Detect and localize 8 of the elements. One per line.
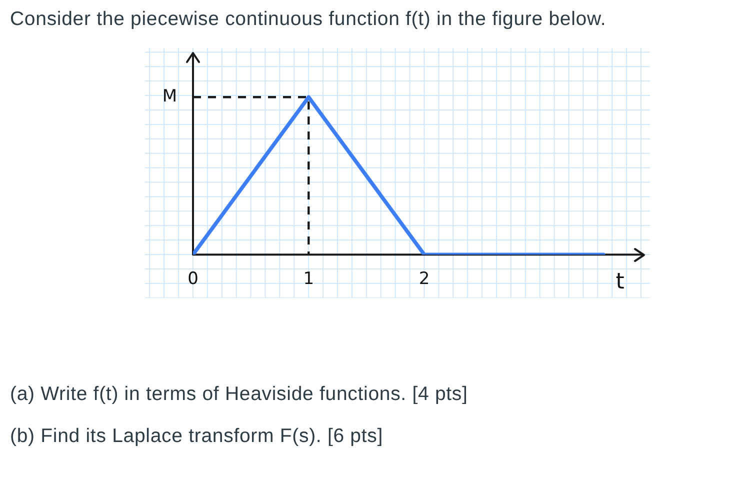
annotation: M xyxy=(162,86,177,107)
chart-title: Consider the piecewise continuous function f(t) in the figure below. xyxy=(10,8,606,31)
x-tick-label: 1 xyxy=(303,269,314,290)
text: (a) Write f(t) in terms of Heaviside functions. [4 pts] xyxy=(10,383,468,407)
x-tick-label: 2 xyxy=(418,269,430,290)
text: (b) Find its Laplace transform F(s). [6 pts] xyxy=(10,425,384,449)
x-tick-label: 0 xyxy=(188,269,198,290)
x-axis-title: t xyxy=(616,269,625,294)
